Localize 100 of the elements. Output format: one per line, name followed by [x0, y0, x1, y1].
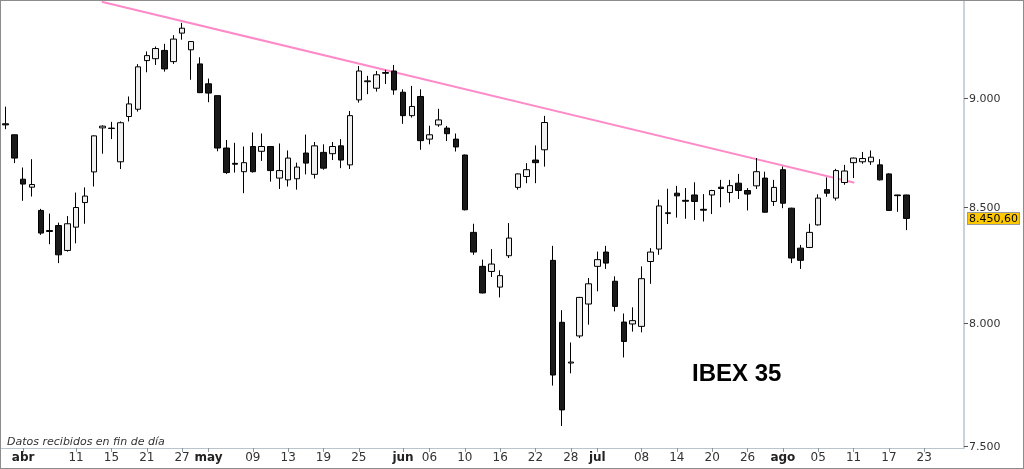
- annotation: Datos recibidos en fin de día: [7, 435, 165, 448]
- candlestick: [400, 88, 406, 125]
- candlestick: [108, 121, 115, 140]
- x-tick-label: 25: [351, 450, 367, 464]
- candlestick: [64, 215, 71, 253]
- candlestick: [621, 313, 627, 358]
- candlestick: [152, 45, 159, 66]
- candlestick: [665, 188, 671, 225]
- candlestick: [73, 192, 79, 244]
- x-tick-label: 17: [881, 450, 897, 464]
- candlestick: [320, 143, 327, 171]
- candlestick: [727, 179, 733, 204]
- candlestick: [647, 247, 654, 285]
- y-tick-label: 7.500: [969, 439, 1001, 453]
- candlestick: [426, 125, 433, 145]
- candlestick: [806, 223, 813, 249]
- x-tick-label: 27: [174, 450, 190, 464]
- y-tick-label: 8.000: [969, 316, 1001, 330]
- x-tick-label: 05: [810, 450, 826, 464]
- text: 8.450,60: [969, 211, 1018, 225]
- candlestick: [144, 50, 150, 73]
- candlestick: [11, 133, 18, 164]
- candlestick: [214, 94, 221, 152]
- candlestick: [612, 275, 618, 312]
- candlestick: [188, 40, 194, 81]
- x-tick-label: 19: [315, 450, 332, 464]
- candlestick: [170, 34, 177, 65]
- text: IBEX 35: [692, 358, 782, 386]
- candlestick: [435, 108, 442, 128]
- candlestick: [117, 120, 124, 170]
- candlestick: [82, 186, 88, 225]
- candlestick: [532, 144, 539, 184]
- candlestick: [877, 158, 883, 182]
- candlestick: [682, 187, 689, 220]
- candlestick: [91, 134, 97, 188]
- candlestick: [285, 149, 291, 188]
- candlestick: [276, 142, 283, 190]
- x-tick-label: 14: [669, 450, 685, 464]
- candlestick: [550, 245, 556, 387]
- x-tick-label: 20: [704, 450, 720, 464]
- candlestick: [444, 125, 450, 142]
- y-tick-label: 8.500: [969, 200, 1001, 214]
- candlestick: [576, 296, 583, 339]
- candlestick: [824, 176, 830, 198]
- candlestick: [99, 124, 106, 155]
- candlestick: [470, 223, 477, 256]
- x-tick-label: 15: [103, 450, 120, 464]
- candlestick: [488, 248, 495, 278]
- candlestick: [788, 207, 795, 264]
- candlestick: [205, 78, 212, 103]
- x-tick-label: 26: [739, 450, 756, 464]
- candlestick: [709, 189, 715, 215]
- x-tick-label: 09: [245, 450, 261, 464]
- candlestick: [780, 166, 786, 209]
- candlestick: [364, 75, 371, 95]
- candlestick: [126, 95, 132, 122]
- candlestick: [815, 193, 821, 227]
- candlestick: [797, 244, 804, 270]
- x-tick-label: abr: [11, 450, 35, 464]
- candlestick: [568, 341, 574, 374]
- x-tick-label: 16: [492, 450, 508, 464]
- candlestick: [46, 213, 53, 245]
- candlestick: [506, 222, 512, 259]
- candlestick: [894, 194, 901, 213]
- candlestick: [294, 162, 300, 191]
- candlestick: [329, 141, 336, 161]
- candlestick: [232, 142, 238, 174]
- candlestick: [656, 199, 662, 256]
- candlestick: [744, 187, 751, 211]
- candlestick: [523, 162, 530, 184]
- candlestick: [409, 85, 415, 119]
- x-tick-label: 13: [280, 450, 296, 464]
- x-tick-label: 21: [139, 450, 155, 464]
- x-tick-label: may: [194, 450, 223, 464]
- candlestick: [903, 194, 910, 231]
- candlestick: [735, 173, 742, 200]
- candlestick: [161, 43, 168, 73]
- candlestick: [347, 110, 353, 170]
- candlestick: [594, 251, 601, 292]
- candlestick: [771, 179, 777, 207]
- x-tick-label: ago: [770, 450, 796, 464]
- candlestick: [223, 139, 230, 175]
- candlestick: [629, 306, 636, 333]
- x-tick-label: 10: [457, 450, 473, 464]
- candlestick: [391, 64, 397, 96]
- candlestick: [179, 22, 185, 41]
- candlestick: [135, 63, 141, 113]
- candlestick: [753, 157, 760, 190]
- candlestick: [718, 179, 724, 208]
- candlestick: [674, 185, 680, 219]
- candlestick: [515, 172, 521, 191]
- x-tick-label: 11: [68, 450, 84, 464]
- candlestick: [585, 277, 592, 326]
- x-tick-label: 06: [421, 450, 438, 464]
- x-tick-label: jun: [391, 450, 414, 464]
- candlestick: [638, 265, 645, 333]
- candlestick: [762, 171, 768, 214]
- candlestick: [197, 56, 203, 94]
- candlestick: [258, 133, 265, 162]
- candlestick: [55, 222, 62, 264]
